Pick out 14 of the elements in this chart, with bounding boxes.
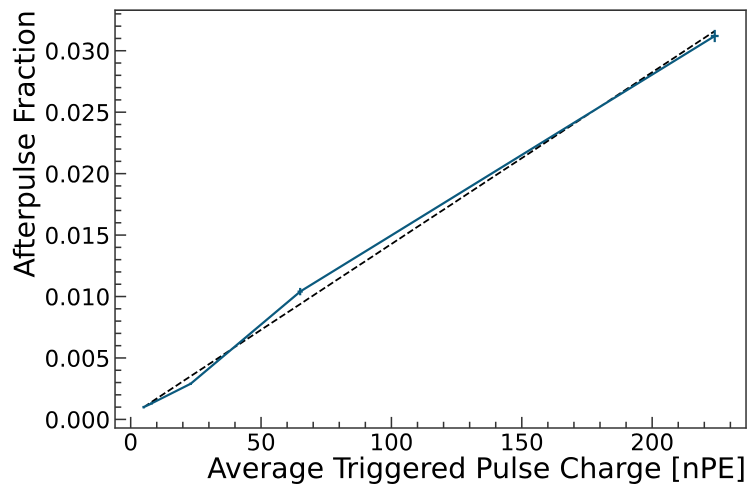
x-tick-label: 100 [372,433,412,451]
y-tick-label: 0.010 [46,288,109,306]
y-tick-label: 0.020 [46,165,109,183]
y-tick-label: 0.015 [46,226,108,244]
y-tick-label: 0.025 [46,104,108,122]
y-tick-label: 0.005 [46,350,108,367]
y-axis-title: Afterpulse Fraction [12,12,40,278]
x-tick-label: 0 [124,433,136,451]
x-tick-label: 150 [502,433,542,451]
y-tick-label: 0.030 [46,42,109,60]
x-tick-label: 50 [248,433,274,451]
x-axis-title: Average Triggered Pulse Charge [nPE] [207,456,744,484]
x-tick-label: 200 [632,433,673,451]
y-tick-label: 0.000 [46,411,109,428]
